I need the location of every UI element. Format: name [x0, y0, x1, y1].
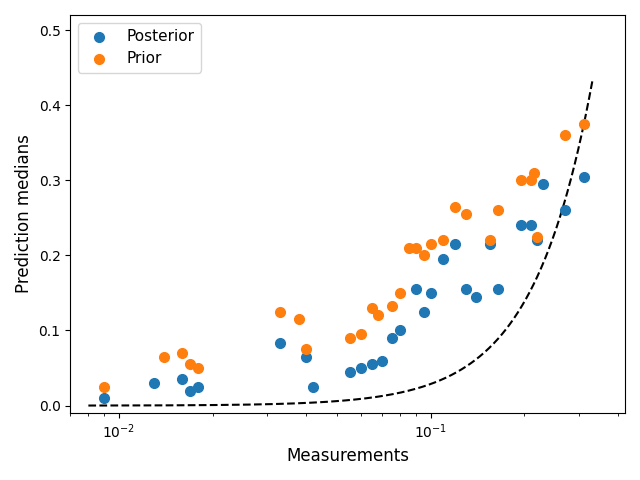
Posterior — [471, 293, 481, 300]
Posterior — [538, 180, 548, 188]
Posterior — [356, 364, 367, 372]
Posterior — [419, 308, 429, 315]
Prior — [532, 233, 543, 240]
Posterior — [485, 240, 495, 248]
Posterior — [149, 379, 159, 387]
Prior — [387, 302, 397, 310]
Prior — [177, 349, 188, 357]
Posterior — [344, 368, 355, 376]
Posterior — [516, 221, 526, 229]
Prior — [396, 289, 406, 297]
Posterior — [396, 327, 406, 335]
Prior — [99, 383, 109, 391]
Posterior — [193, 383, 204, 391]
Prior — [275, 308, 285, 315]
Prior — [485, 237, 495, 244]
Posterior — [301, 353, 312, 360]
Prior — [301, 346, 312, 353]
Posterior — [186, 387, 196, 395]
Posterior — [275, 339, 285, 347]
Prior — [193, 364, 204, 372]
X-axis label: Measurements: Measurements — [286, 447, 409, 465]
Posterior — [532, 237, 543, 244]
Y-axis label: Prediction medians: Prediction medians — [15, 134, 33, 293]
Posterior — [308, 383, 318, 391]
Posterior — [411, 285, 421, 293]
Posterior — [526, 221, 536, 229]
Posterior — [560, 206, 570, 214]
Posterior — [377, 357, 387, 364]
Posterior — [450, 240, 460, 248]
Prior — [403, 244, 413, 252]
Prior — [529, 169, 540, 177]
Posterior — [579, 173, 589, 180]
Posterior — [387, 334, 397, 342]
Prior — [438, 237, 449, 244]
Prior — [461, 210, 471, 218]
Prior — [344, 334, 355, 342]
Prior — [516, 177, 526, 184]
Prior — [186, 360, 196, 368]
Prior — [356, 330, 367, 338]
Prior — [419, 252, 429, 259]
Prior — [560, 132, 570, 139]
Prior — [493, 206, 504, 214]
Prior — [426, 240, 436, 248]
Prior — [373, 312, 383, 319]
Legend: Posterior, Prior: Posterior, Prior — [78, 23, 201, 72]
Prior — [159, 353, 170, 360]
Posterior — [493, 285, 504, 293]
Posterior — [426, 289, 436, 297]
Posterior — [438, 255, 449, 263]
Posterior — [367, 360, 378, 368]
Posterior — [461, 285, 471, 293]
Prior — [450, 203, 460, 210]
Prior — [411, 244, 421, 252]
Prior — [367, 304, 378, 312]
Posterior — [177, 375, 188, 383]
Prior — [579, 120, 589, 128]
Posterior — [99, 394, 109, 402]
Prior — [294, 315, 305, 323]
Prior — [526, 177, 536, 184]
